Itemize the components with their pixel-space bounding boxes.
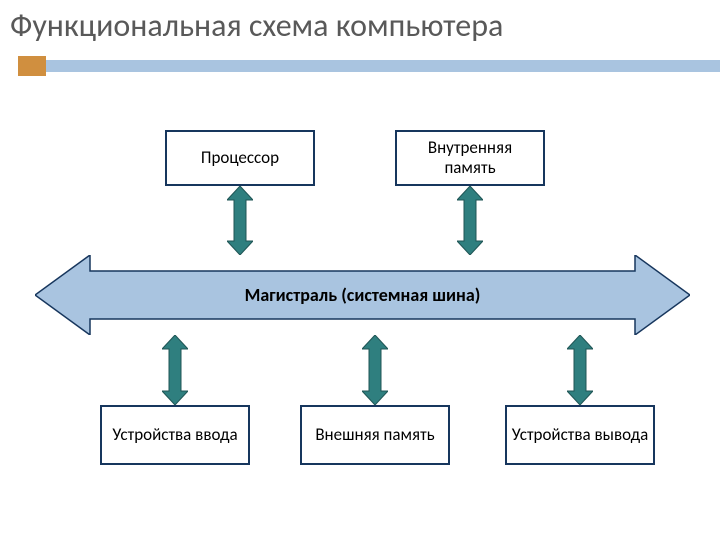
- box-output: Устройства вывода: [505, 405, 655, 465]
- box-ext-memory: Внешняя память: [300, 405, 450, 465]
- box-label: Внутренняя память: [401, 138, 539, 177]
- accent-square: [18, 56, 46, 76]
- box-processor: Процессор: [165, 130, 315, 186]
- connector-c-out: [567, 335, 593, 405]
- box-label: Устройства ввода: [112, 425, 237, 445]
- slide-title: Функциональная схема компьютера: [10, 6, 710, 50]
- box-label: Устройства вывода: [512, 425, 649, 445]
- box-label: Процессор: [201, 148, 279, 168]
- connector-c-emem: [362, 335, 388, 405]
- box-input: Устройства ввода: [100, 405, 250, 465]
- bus-label: Магистраль (системная шина): [90, 271, 635, 319]
- connector-c-imem: [457, 186, 483, 255]
- connector-c-input: [162, 335, 188, 405]
- accent-line: [46, 60, 720, 72]
- box-int-memory: Внутренняя память: [395, 130, 545, 186]
- connector-c-proc: [227, 186, 253, 255]
- box-label: Внешняя память: [315, 425, 434, 445]
